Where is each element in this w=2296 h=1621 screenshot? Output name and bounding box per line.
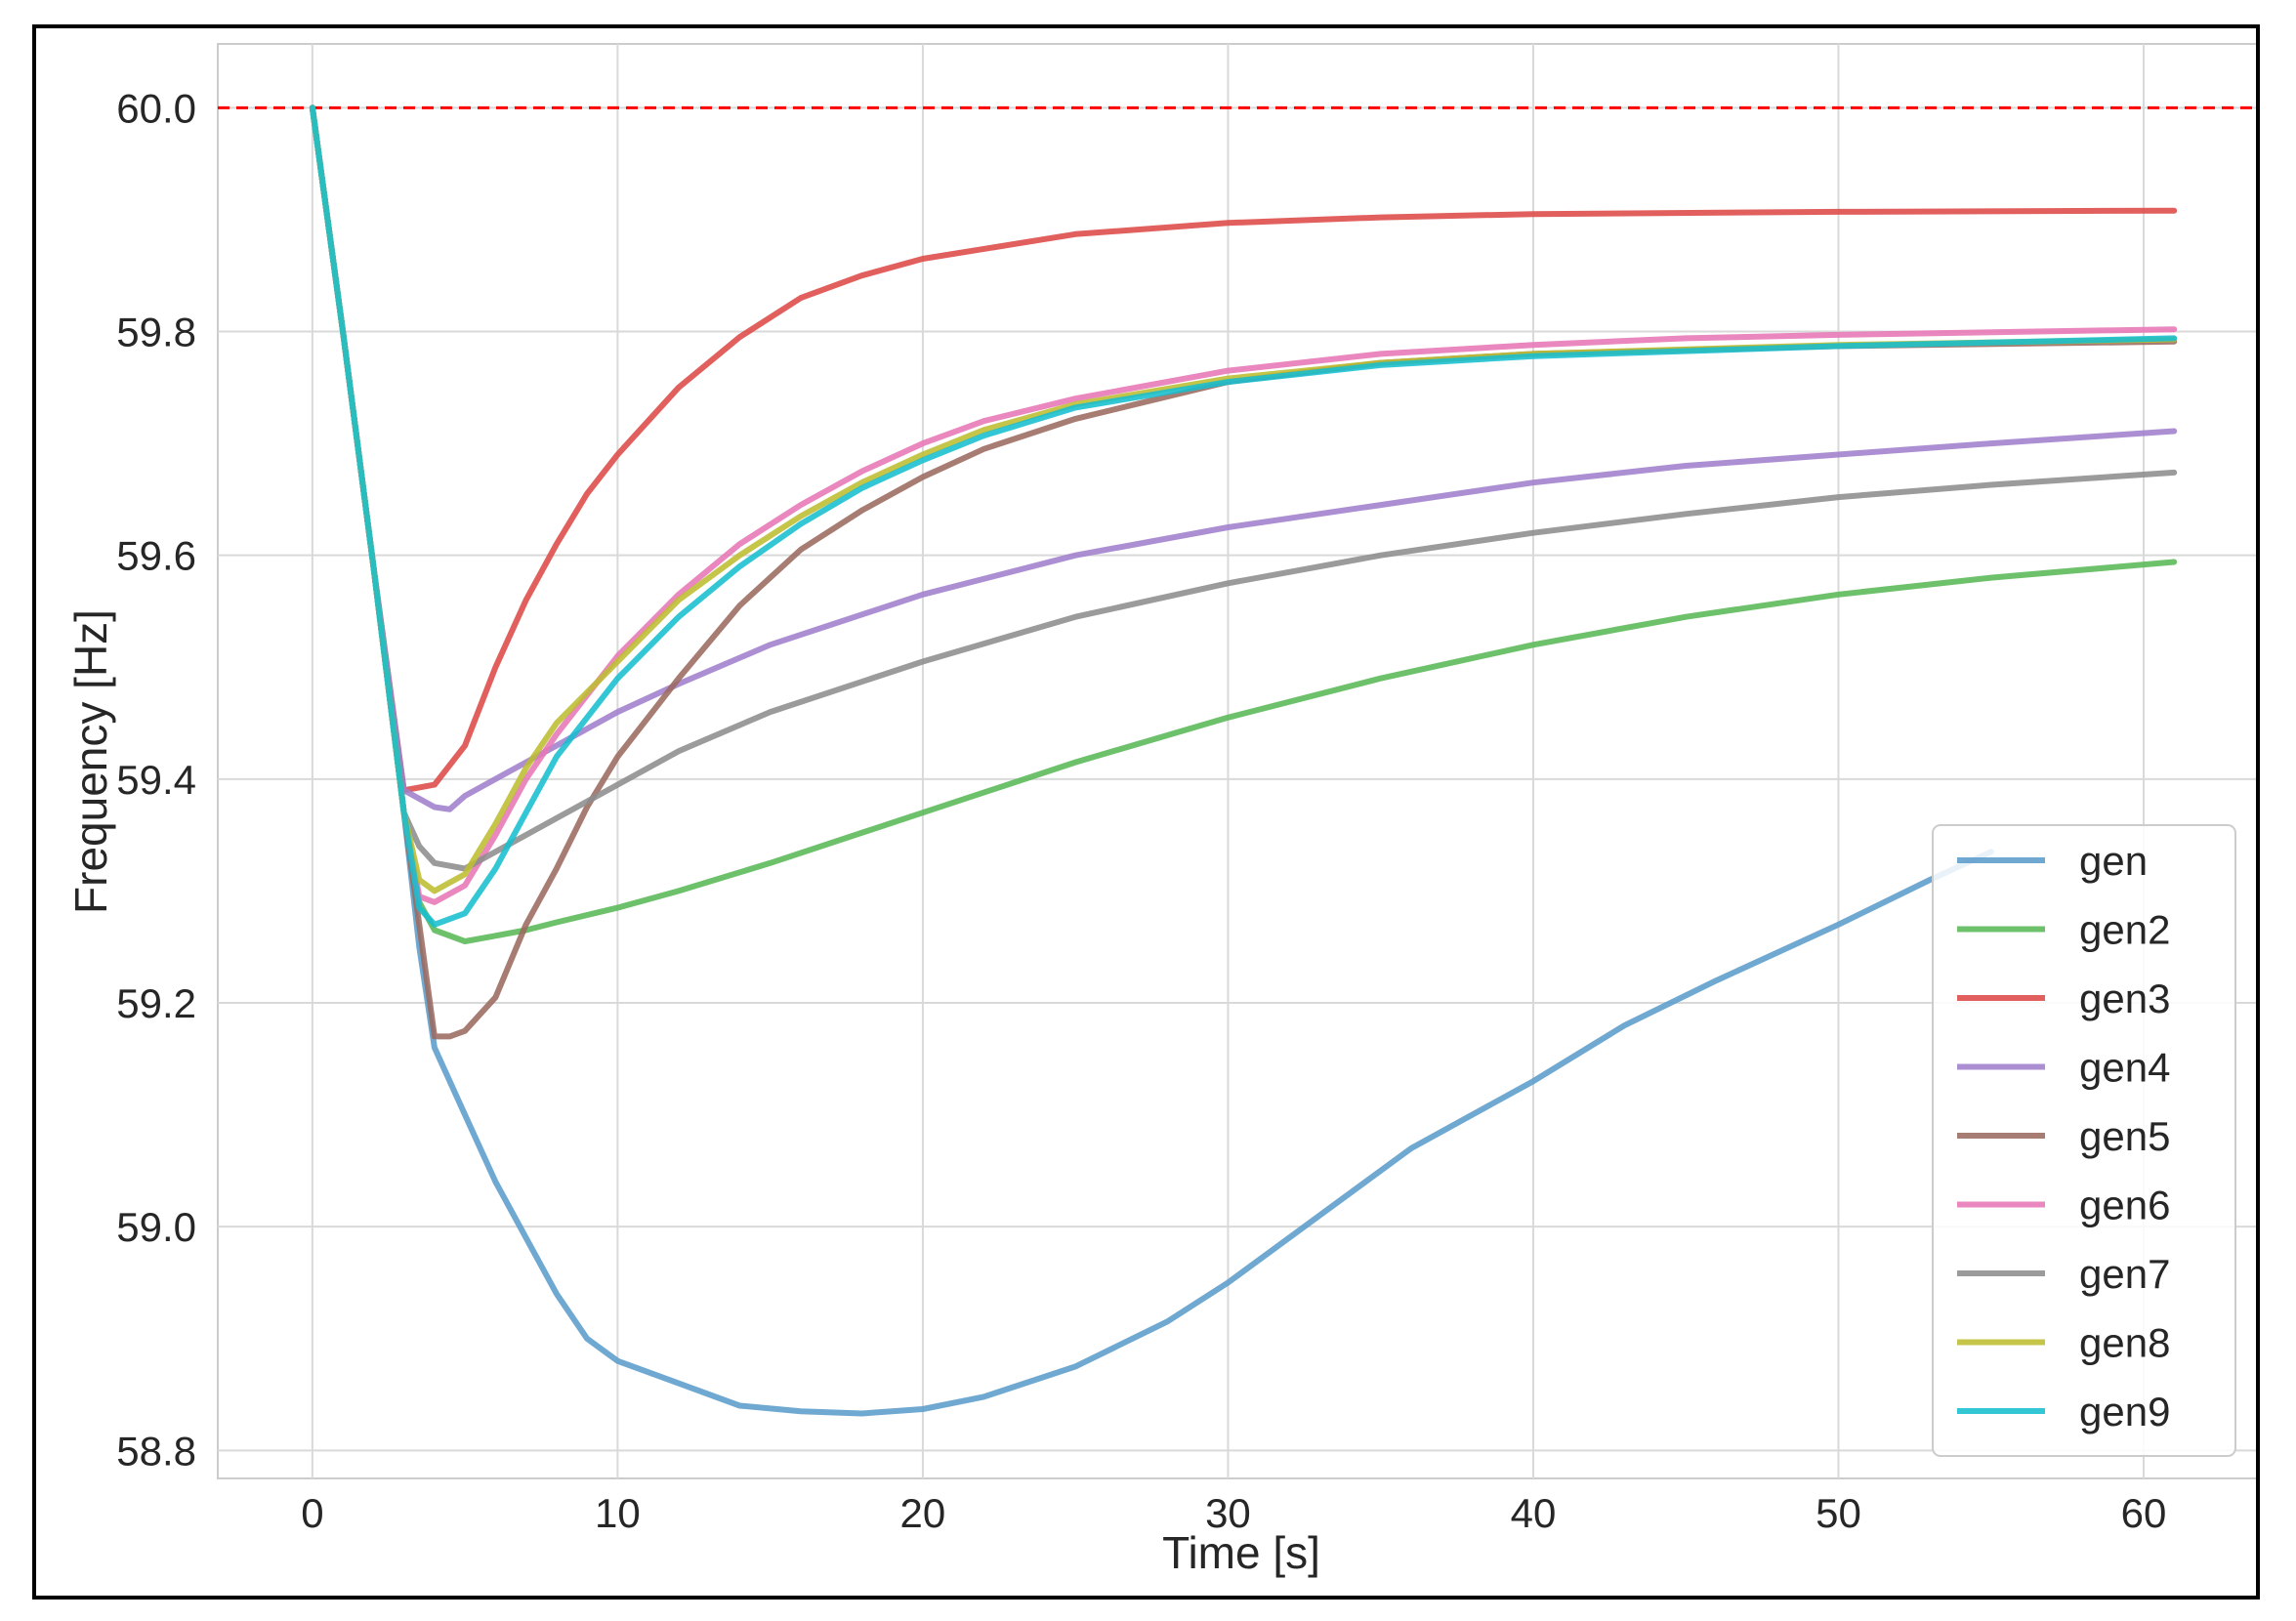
series-lines <box>309 104 2178 1417</box>
legend-label: gen3 <box>2079 976 2170 1021</box>
legend-label: gen2 <box>2079 907 2170 953</box>
legend-label: gen4 <box>2079 1045 2170 1091</box>
legend-label: gen5 <box>2079 1113 2170 1159</box>
x-tick-label: 50 <box>1816 1490 1861 1536</box>
x-tick-label: 40 <box>1511 1490 1557 1536</box>
x-tick-label: 0 <box>301 1490 323 1536</box>
legend-label: gen <box>2079 838 2148 884</box>
legend-label: gen8 <box>2079 1320 2170 1366</box>
y-axis-label: Frequency [Hz] <box>65 609 116 914</box>
figure-frame: 0 10 20 30 40 50 60 58.8 59.0 59.2 59.4 59.6 59.8 60… <box>32 24 2260 1600</box>
series-line-gen3 <box>309 104 2178 794</box>
legend: gen gen2 gen3 gen4 gen5 gen6 gen7 gen8 gen9 <box>1932 824 2236 1457</box>
series-line-gen9 <box>309 104 2178 928</box>
x-axis-label: Time [s] <box>1162 1527 1320 1578</box>
legend-box <box>1932 824 2236 1457</box>
y-tick-labels: 58.8 59.0 59.2 59.4 59.6 59.8 60.0 <box>116 85 196 1474</box>
legend-label: gen7 <box>2079 1251 2170 1297</box>
y-tick-label: 59.4 <box>116 757 196 803</box>
x-tick-label: 30 <box>1205 1490 1251 1536</box>
y-tick-label: 59.8 <box>116 309 196 354</box>
frequency-chart: 0 10 20 30 40 50 60 58.8 59.0 59.2 59.4 59.6 59.8 60… <box>65 43 2256 1578</box>
y-tick-label: 60.0 <box>116 85 196 131</box>
x-tick-labels: 0 10 20 30 40 50 60 <box>301 1490 2166 1536</box>
x-tick-label: 20 <box>900 1490 946 1536</box>
legend-label: gen6 <box>2079 1183 2170 1228</box>
y-tick-label: 58.8 <box>116 1428 196 1474</box>
y-tick-label: 59.6 <box>116 533 196 579</box>
y-tick-label: 59.0 <box>116 1204 196 1250</box>
legend-label: gen9 <box>2079 1389 2170 1434</box>
series-line-gen4 <box>309 104 2178 812</box>
y-tick-label: 59.2 <box>116 980 196 1026</box>
plot-area <box>217 43 2256 1479</box>
x-tick-label: 10 <box>595 1490 641 1536</box>
x-tick-label: 60 <box>2121 1490 2167 1536</box>
series-line-gen8 <box>309 104 2178 894</box>
